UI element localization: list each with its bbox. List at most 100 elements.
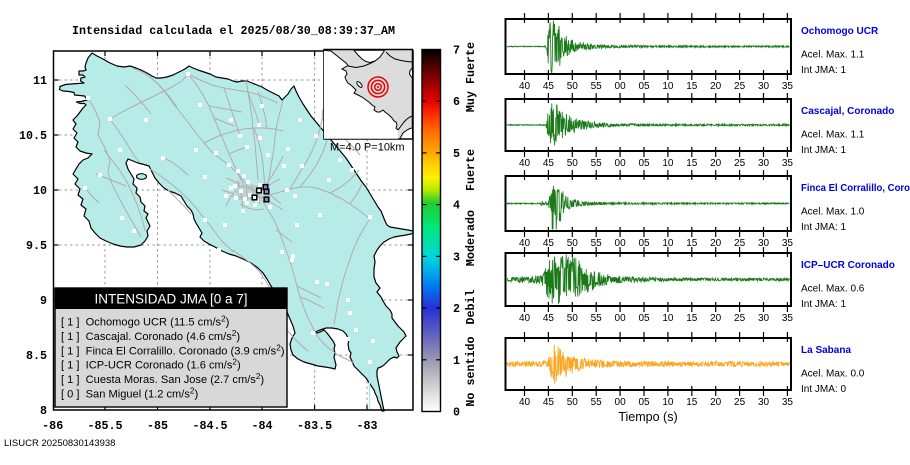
svg-text:20: 20 bbox=[710, 81, 722, 92]
svg-text:3: 3 bbox=[453, 250, 460, 264]
svg-text:Debil: Debil bbox=[464, 289, 478, 324]
svg-text:25: 25 bbox=[734, 158, 746, 169]
svg-text:45: 45 bbox=[543, 158, 555, 169]
svg-text:30: 30 bbox=[758, 81, 770, 92]
svg-text:55: 55 bbox=[591, 238, 603, 249]
svg-text:15: 15 bbox=[686, 397, 698, 408]
svg-text:35: 35 bbox=[782, 81, 794, 92]
svg-text:[ 0 ] San Miguel (1.2 cm/s2): [ 0 ] San Miguel (1.2 cm/s2) bbox=[61, 387, 198, 401]
svg-text:25: 25 bbox=[734, 397, 746, 408]
svg-text:30: 30 bbox=[758, 158, 770, 169]
svg-text:0: 0 bbox=[453, 406, 460, 420]
svg-text:Int JMA: 1: Int JMA: 1 bbox=[801, 145, 846, 156]
svg-text:55: 55 bbox=[591, 313, 603, 324]
svg-text:55: 55 bbox=[591, 158, 603, 169]
svg-text:45: 45 bbox=[543, 238, 555, 249]
svg-text:8: 8 bbox=[40, 404, 47, 418]
svg-text:20: 20 bbox=[710, 238, 722, 249]
svg-text:Muy Fuerte: Muy Fuerte bbox=[464, 42, 478, 112]
svg-text:5: 5 bbox=[453, 147, 460, 161]
svg-text:M=4.0 P=10km: M=4.0 P=10km bbox=[330, 142, 405, 154]
svg-text:10: 10 bbox=[662, 397, 674, 408]
svg-text:15: 15 bbox=[686, 81, 698, 92]
svg-text:55: 55 bbox=[591, 81, 603, 92]
svg-text:55: 55 bbox=[591, 397, 603, 408]
svg-text:Int JMA: 0: Int JMA: 0 bbox=[801, 384, 846, 395]
svg-text:40: 40 bbox=[519, 397, 531, 408]
svg-text:00: 00 bbox=[615, 313, 627, 324]
svg-text:10: 10 bbox=[662, 158, 674, 169]
svg-text:9: 9 bbox=[40, 294, 47, 308]
svg-text:Intensidad calculada el 2025/0: Intensidad calculada el 2025/08/30_08:39… bbox=[72, 24, 395, 38]
svg-text:-83.5: -83.5 bbox=[297, 419, 332, 433]
svg-text:[ 1 ] Cuesta Moras. San Jose: [ 1 ] Cuesta Moras. San Jose (2.7 cm/s2) bbox=[61, 372, 264, 386]
svg-text:Acel. Max. 1.1: Acel. Max. 1.1 bbox=[801, 130, 865, 141]
svg-text:15: 15 bbox=[686, 238, 698, 249]
svg-text:05: 05 bbox=[638, 238, 650, 249]
svg-text:25: 25 bbox=[734, 238, 746, 249]
svg-text:20: 20 bbox=[710, 397, 722, 408]
svg-text:50: 50 bbox=[567, 81, 579, 92]
svg-text:La Sabana: La Sabana bbox=[801, 345, 851, 356]
svg-text:10: 10 bbox=[662, 313, 674, 324]
svg-text:30: 30 bbox=[758, 313, 770, 324]
svg-text:40: 40 bbox=[519, 313, 531, 324]
svg-text:Cascajal, Coronado: Cascajal, Coronado bbox=[801, 106, 894, 117]
svg-text:25: 25 bbox=[734, 81, 746, 92]
svg-text:INTENSIDAD JMA [0 a 7]: INTENSIDAD JMA [0 a 7] bbox=[94, 292, 247, 307]
svg-text:05: 05 bbox=[638, 313, 650, 324]
svg-text:10: 10 bbox=[662, 81, 674, 92]
svg-text:00: 00 bbox=[615, 81, 627, 92]
svg-text:[ 1 ] Finca El Corralillo. Co: [ 1 ] Finca El Corralillo. Coronado (3.9… bbox=[61, 343, 285, 357]
svg-text:35: 35 bbox=[782, 238, 794, 249]
svg-text:-85: -85 bbox=[147, 419, 168, 433]
svg-text:ICP–UCR Coronado: ICP–UCR Coronado bbox=[801, 260, 895, 271]
svg-text:20: 20 bbox=[710, 313, 722, 324]
svg-text:[ 1 ] Cascajal. Coronado (4.6: [ 1 ] Cascajal. Coronado (4.6 cm/s2) bbox=[61, 329, 240, 343]
svg-text:25: 25 bbox=[734, 313, 746, 324]
svg-text:35: 35 bbox=[782, 158, 794, 169]
svg-text:40: 40 bbox=[519, 238, 531, 249]
svg-text:11: 11 bbox=[33, 74, 47, 88]
svg-text:10: 10 bbox=[33, 184, 47, 198]
svg-text:10: 10 bbox=[662, 238, 674, 249]
svg-text:15: 15 bbox=[686, 158, 698, 169]
svg-text:30: 30 bbox=[758, 397, 770, 408]
svg-text:05: 05 bbox=[638, 81, 650, 92]
svg-text:30: 30 bbox=[758, 238, 770, 249]
svg-text:Acel. Max. 0.0: Acel. Max. 0.0 bbox=[801, 369, 865, 380]
svg-text:15: 15 bbox=[686, 313, 698, 324]
svg-text:50: 50 bbox=[567, 238, 579, 249]
svg-text:-85.5: -85.5 bbox=[87, 419, 122, 433]
svg-text:Acel. Max. 0.6: Acel. Max. 0.6 bbox=[801, 284, 865, 295]
svg-text:Int JMA: 1: Int JMA: 1 bbox=[801, 222, 846, 233]
svg-text:LISUCR 20250830143938: LISUCR 20250830143938 bbox=[4, 438, 115, 449]
svg-text:50: 50 bbox=[567, 158, 579, 169]
svg-text:05: 05 bbox=[638, 397, 650, 408]
svg-text:40: 40 bbox=[519, 81, 531, 92]
svg-text:45: 45 bbox=[543, 81, 555, 92]
svg-text:1: 1 bbox=[453, 354, 460, 368]
svg-text:Acel. Max. 1.1: Acel. Max. 1.1 bbox=[801, 50, 865, 61]
svg-text:45: 45 bbox=[543, 397, 555, 408]
svg-text:45: 45 bbox=[543, 313, 555, 324]
svg-text:35: 35 bbox=[782, 313, 794, 324]
svg-text:35: 35 bbox=[782, 397, 794, 408]
svg-text:-84.5: -84.5 bbox=[192, 419, 227, 433]
svg-text:No sentido: No sentido bbox=[464, 336, 478, 406]
svg-text:Int JMA: 1: Int JMA: 1 bbox=[801, 65, 846, 76]
svg-text:-83: -83 bbox=[356, 419, 377, 433]
svg-text:[ 1 ] ICP-UCR Coronado (1.6 c: [ 1 ] ICP-UCR Coronado (1.6 cm/s2) bbox=[61, 358, 241, 372]
svg-text:4: 4 bbox=[453, 199, 460, 213]
svg-text:Ochomogo UCR: Ochomogo UCR bbox=[801, 26, 879, 37]
svg-text:8.5: 8.5 bbox=[26, 349, 47, 363]
svg-text:Acel. Max. 1.0: Acel. Max. 1.0 bbox=[801, 207, 865, 218]
svg-text:2: 2 bbox=[453, 302, 460, 316]
svg-text:40: 40 bbox=[519, 158, 531, 169]
svg-text:20: 20 bbox=[710, 158, 722, 169]
svg-text:9.5: 9.5 bbox=[26, 239, 47, 253]
svg-text:00: 00 bbox=[615, 238, 627, 249]
svg-text:50: 50 bbox=[567, 313, 579, 324]
svg-text:00: 00 bbox=[615, 397, 627, 408]
svg-text:Finca El Corralillo, Coro: Finca El Corralillo, Coro bbox=[801, 183, 910, 194]
